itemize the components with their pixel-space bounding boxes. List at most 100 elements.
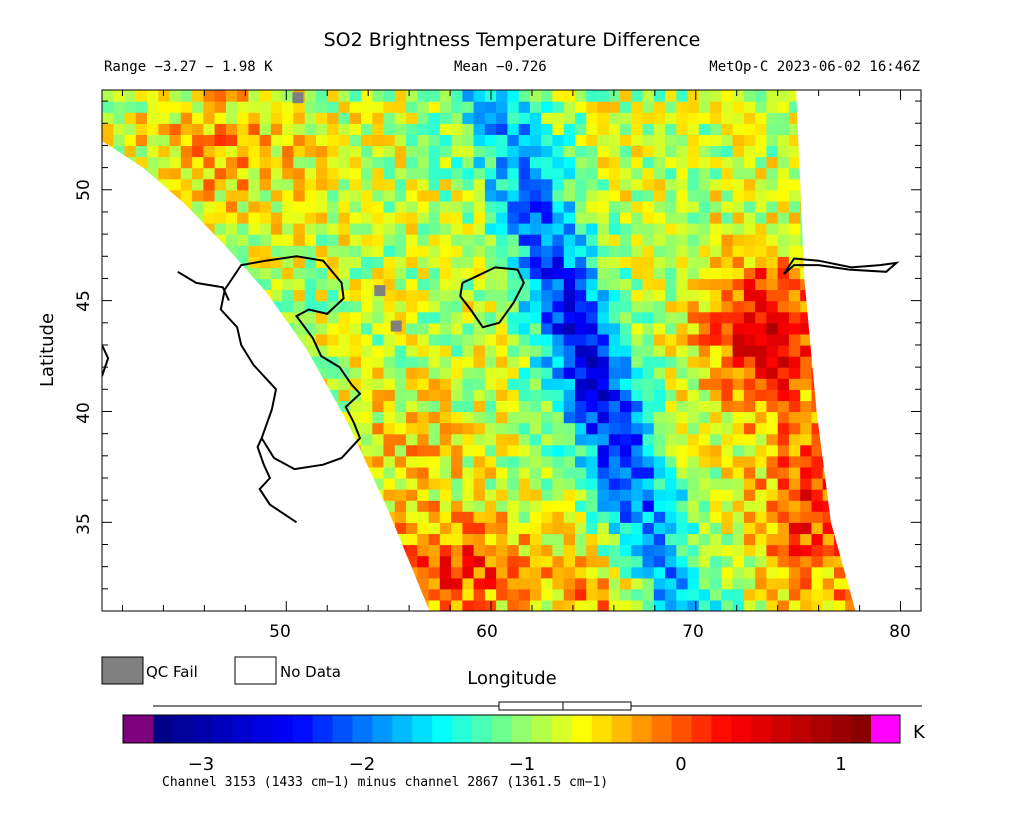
heatmap-cell [158, 189, 171, 202]
heatmap-cell [406, 422, 418, 435]
heatmap-cell [304, 145, 317, 158]
heatmap-cell [259, 189, 272, 202]
heatmap-cell [563, 356, 576, 368]
heatmap-cell [857, 423, 869, 435]
heatmap-cell [868, 179, 880, 191]
heatmap-cell [766, 167, 779, 180]
heatmap-cell [755, 389, 768, 401]
heatmap-cell [597, 90, 610, 102]
heatmap-cell [788, 223, 801, 235]
heatmap-cell [868, 267, 880, 279]
heatmap-cell [102, 189, 114, 202]
heatmap-cell [270, 267, 283, 280]
heatmap-cell [902, 567, 914, 579]
heatmap-cell [575, 112, 587, 124]
heatmap-cell [203, 466, 216, 479]
heatmap-cell [631, 256, 644, 268]
heatmap-cell [563, 500, 576, 512]
heatmap-cell [203, 400, 216, 413]
heatmap-cell [304, 511, 317, 523]
heatmap-cell [237, 500, 249, 512]
heatmap-cell [879, 245, 891, 257]
heatmap-cell [316, 90, 328, 102]
heatmap-cell [259, 322, 272, 335]
heatmap-cell [608, 566, 621, 579]
heatmap-cell [180, 500, 193, 512]
heatmap-cell [642, 478, 655, 490]
heatmap-cell [304, 367, 317, 379]
heatmap-cell [845, 311, 856, 324]
heatmap-cell [451, 367, 463, 379]
heatmap-cell [327, 333, 340, 346]
heatmap-cell [349, 223, 362, 235]
heatmap-cell [575, 311, 587, 324]
heatmap-cell [834, 356, 846, 368]
heatmap-cell [755, 278, 768, 291]
heatmap-cell [743, 101, 756, 113]
heatmap-cell [845, 178, 856, 191]
heatmap-cell [698, 90, 711, 102]
heatmap-cell [721, 267, 734, 280]
heatmap-cell [124, 200, 137, 213]
heatmap-cell [147, 289, 159, 302]
heatmap-cell [113, 500, 126, 512]
heatmap-cell [417, 289, 430, 302]
heatmap-cell [541, 389, 554, 401]
heatmap-cell [541, 577, 554, 590]
heatmap-cell [541, 500, 554, 512]
heatmap-cell [811, 345, 824, 357]
heatmap-cell [270, 544, 283, 557]
heatmap-cell [192, 322, 204, 335]
heatmap-cell [496, 533, 508, 546]
heatmap-cell [304, 588, 317, 601]
heatmap-cell [124, 245, 137, 257]
heatmap-cell [383, 145, 396, 158]
heatmap-cell [631, 389, 644, 401]
heatmap-cell [282, 389, 295, 401]
heatmap-cell [890, 389, 902, 401]
heatmap-cell [169, 522, 182, 534]
heatmap-cell [800, 522, 813, 534]
heatmap-cell [857, 478, 869, 490]
heatmap-cell [180, 189, 193, 202]
heatmap-cell [192, 123, 204, 135]
heatmap-cell [428, 278, 441, 291]
heatmap-cell [541, 278, 554, 291]
heatmap-cell [755, 123, 768, 135]
heatmap-cell [158, 389, 171, 401]
heatmap-cell [529, 411, 542, 424]
heatmap-cell [304, 444, 317, 457]
heatmap-cell [755, 444, 768, 457]
plot-frame [101, 89, 922, 612]
heatmap-cell [575, 189, 587, 202]
heatmap-cell [158, 311, 171, 324]
heatmap-cell [316, 245, 328, 257]
heatmap-cell [834, 433, 846, 446]
heatmap-cell [372, 511, 385, 523]
heatmap-cell [316, 211, 328, 224]
heatmap-cell [868, 367, 880, 379]
heatmap-cell [462, 333, 475, 346]
heatmap-cell [327, 511, 340, 523]
heatmap-cell [631, 178, 644, 191]
heatmap-cell [349, 367, 362, 379]
heatmap-cell [484, 489, 497, 501]
heatmap-cell [113, 134, 126, 146]
heatmap-cell [316, 156, 328, 169]
heatmap-cell [214, 478, 227, 490]
heatmap-cell [631, 167, 644, 180]
heatmap-cell [496, 267, 508, 280]
heatmap-cell [338, 300, 351, 313]
heatmap-cell [597, 489, 610, 501]
heatmap-cell [890, 545, 902, 557]
heatmap-cell [248, 422, 261, 435]
heatmap-cell [529, 500, 542, 512]
heatmap-cell [406, 234, 418, 246]
heatmap-cell [563, 90, 576, 102]
heatmap-cell [417, 311, 430, 324]
heatmap-cell [834, 411, 846, 424]
heatmap-cell [620, 145, 632, 158]
heatmap-cell [259, 511, 272, 523]
heatmap-cell [653, 544, 666, 557]
heatmap-cell [766, 333, 779, 346]
